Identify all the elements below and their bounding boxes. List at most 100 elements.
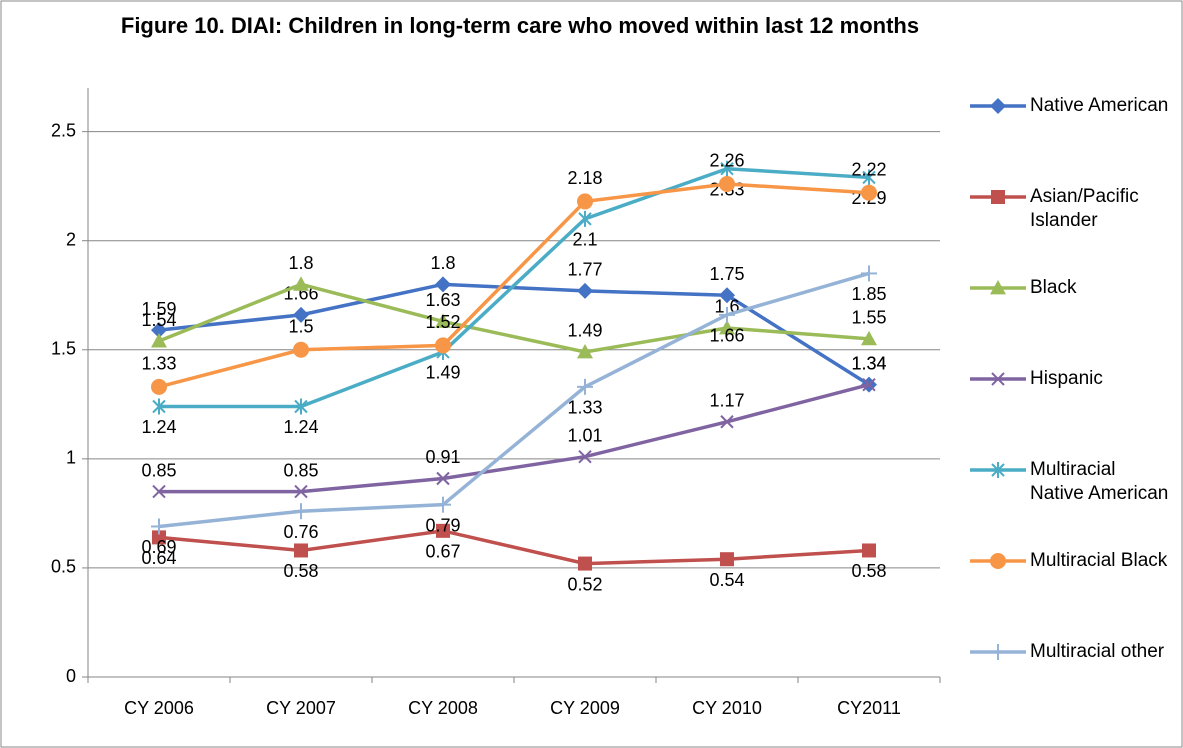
marker (293, 503, 309, 520)
marker-shape (151, 378, 167, 395)
data-label: 1.55 (851, 308, 886, 328)
data-label: 1.49 (425, 363, 460, 383)
marker-shape (577, 343, 593, 359)
data-label: 1.34 (851, 353, 886, 373)
marker (577, 343, 593, 359)
data-label: 0.85 (283, 460, 318, 480)
data-label: 1.52 (425, 312, 460, 332)
marker (293, 276, 309, 291)
series-line (159, 382, 870, 494)
x-tick-label: CY2011 (837, 698, 901, 718)
legend-marker (990, 98, 1006, 114)
y-tick-label: 0.5 (51, 557, 76, 577)
marker-shape (152, 530, 166, 545)
marker-shape (294, 543, 308, 558)
data-label: 0.58 (851, 561, 886, 581)
marker-shape (151, 333, 167, 348)
data-label: 2.18 (567, 168, 602, 188)
data-label: 0.58 (283, 561, 318, 581)
marker-shape (435, 337, 451, 354)
legend-label: Native American (1030, 95, 1169, 116)
legend-label: Black (1030, 277, 1077, 298)
marker (578, 449, 592, 464)
legend-marker (991, 462, 1005, 478)
data-label: 1.49 (567, 321, 602, 341)
marker (861, 184, 877, 201)
data-label: 1.85 (851, 284, 886, 304)
legend-label: Multiracial other (1030, 641, 1165, 662)
marker (152, 530, 166, 545)
marker (436, 471, 450, 486)
marker (577, 282, 593, 299)
marker-shape (151, 322, 167, 339)
marker-shape (435, 276, 451, 293)
data-label: 1.75 (709, 264, 744, 284)
legend-marker (991, 190, 1005, 204)
x-tick-label: CY 2006 (124, 698, 194, 718)
marker-shape (435, 313, 451, 328)
data-label: 1.8 (430, 253, 455, 273)
data-label: 1.33 (567, 398, 602, 418)
marker (151, 518, 167, 535)
data-label: 0.52 (567, 574, 602, 594)
data-label: 0.91 (425, 447, 460, 467)
legend-label: Asian/Pacific Islander (1030, 186, 1139, 231)
data-label: 1.54 (141, 310, 176, 330)
data-label: 2.1 (572, 230, 597, 250)
marker (862, 377, 876, 392)
legend-label: Hispanic (1030, 368, 1103, 389)
marker-shape (578, 449, 592, 464)
data-label: 2.26 (709, 151, 744, 171)
x-tick-label: CY 2007 (266, 698, 336, 718)
data-label: 1.33 (141, 354, 176, 374)
series-line (159, 166, 870, 409)
marker (436, 523, 450, 538)
marker (151, 378, 167, 395)
data-label: 1.59 (141, 299, 176, 319)
marker-shape (862, 377, 876, 392)
legend-label: Multiracial Black (1030, 550, 1168, 571)
marker (294, 484, 308, 499)
marker (719, 306, 735, 323)
marker (720, 415, 734, 429)
marker (152, 484, 166, 499)
marker-shape (719, 175, 735, 192)
data-label: 1.34 (851, 353, 886, 373)
data-label: 0.67 (425, 542, 460, 562)
marker (720, 552, 734, 567)
data-label: 0.69 (141, 537, 176, 557)
data-label: 1.8 (288, 253, 313, 273)
legend-marker (990, 553, 1006, 569)
x-tick-label: CY 2010 (692, 698, 762, 718)
x-tick-label: CY 2008 (408, 698, 478, 718)
marker-shape (577, 282, 593, 299)
legend-marker (990, 280, 1006, 295)
legend-label: Multiracial Native American (1030, 459, 1169, 504)
y-tick-label: 2.5 (51, 120, 76, 140)
marker-shape (436, 523, 450, 538)
marker (861, 330, 877, 346)
x-tick-label: CY 2009 (550, 698, 620, 718)
marker-shape (720, 552, 734, 567)
data-label: 1.5 (288, 317, 313, 337)
data-label: 1.01 (567, 425, 602, 445)
marker (577, 193, 593, 210)
marker-shape (577, 193, 593, 210)
marker-shape (990, 280, 1006, 295)
marker-shape (861, 184, 877, 201)
marker (578, 210, 592, 227)
marker-shape (294, 484, 308, 499)
marker (152, 398, 166, 415)
marker (294, 398, 308, 415)
data-label: 1.24 (283, 417, 318, 437)
legend-marker (990, 644, 1006, 660)
chart-title: Figure 10. DIAI: Children in long-term c… (120, 13, 920, 38)
data-label: 1.17 (709, 391, 744, 411)
marker (719, 175, 735, 192)
marker (435, 276, 451, 293)
marker (720, 160, 734, 177)
series-line (158, 282, 870, 354)
marker-shape (293, 341, 309, 358)
marker (293, 306, 309, 323)
